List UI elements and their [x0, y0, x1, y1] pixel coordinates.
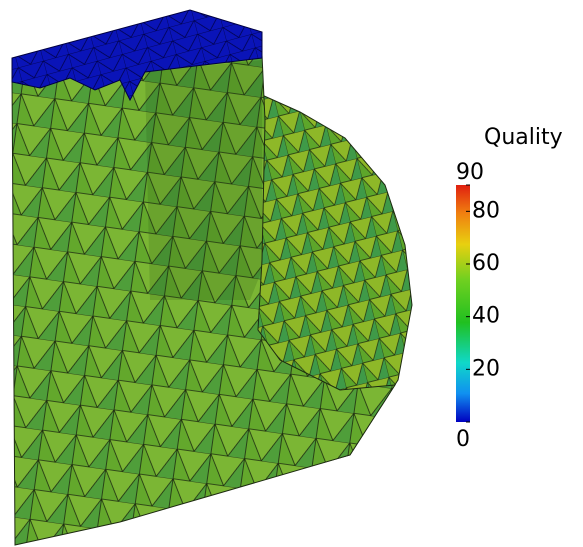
colorbar-gradient	[456, 185, 470, 422]
tick-label: 60	[472, 251, 500, 276]
colorbar: Quality 0 20 40 60 80 90	[456, 125, 563, 452]
tick-label: 40	[472, 304, 500, 329]
visualization: Quality 0 20 40 60 80 90	[0, 0, 583, 547]
tick-label: 80	[472, 198, 500, 223]
tick-label: 0	[456, 427, 470, 452]
colorbar-title: Quality	[484, 125, 563, 150]
tick-label: 90	[456, 160, 484, 185]
mesh-model	[12, 10, 412, 545]
tick-label: 20	[472, 356, 500, 381]
column-shade	[145, 60, 262, 300]
